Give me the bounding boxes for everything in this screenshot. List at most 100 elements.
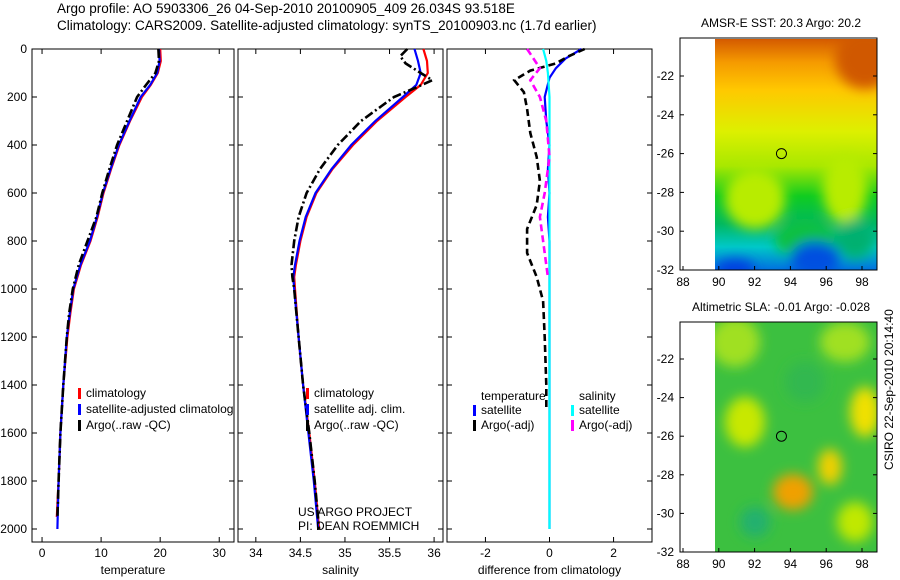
legend-label: climatology [86, 386, 146, 400]
legend-swatch [571, 405, 574, 416]
legend-label: Argo(..raw -QC) [314, 418, 399, 432]
x-tick-label: 34.5 [289, 546, 313, 560]
map-x-tick-label: 92 [748, 275, 762, 289]
panel-frame [31, 48, 235, 543]
legend-label: satellite-adjusted climatolog [86, 402, 233, 416]
x-tick-label: 34 [249, 546, 263, 560]
legend-swatch [306, 388, 309, 399]
x-tick-label: 0 [546, 546, 553, 560]
map-y-tick-label: -28 [657, 468, 675, 482]
y-tick-label: 1600 [0, 426, 27, 440]
series-line-satellite-adjusted-climatology [56, 48, 161, 530]
map-x-tick-label: 94 [784, 275, 798, 289]
map-x-tick-label: 88 [676, 275, 690, 289]
legend-swatch [78, 404, 81, 415]
series-line-argo-raw-qc- [56, 48, 161, 518]
x-tick-label: -2 [480, 546, 491, 560]
map-x-tick-label: 96 [820, 557, 834, 571]
sla-map-title: Altimetric SLA: -0.01 Argo: -0.028 [692, 300, 870, 314]
sst-heatmap [715, 39, 877, 270]
map-x-tick-label: 94 [784, 557, 798, 571]
legend-label: satellite adj. clim. [314, 402, 405, 416]
series-line-argo-raw-qc- [290, 48, 436, 530]
sst-map: AMSR-E SST: 20.3 Argo: 20.2 [679, 16, 878, 271]
map-y-tick-label: -22 [657, 352, 675, 366]
x-axis-label: difference from climatology [478, 563, 621, 577]
legend-swatch [473, 420, 476, 431]
y-tick-label: 1000 [0, 282, 27, 296]
y-tick-label: 2000 [0, 522, 27, 536]
series-line-satellite-adj-clim- [292, 48, 422, 530]
sla-map-frame [679, 321, 878, 553]
series-line-climatology [55, 48, 162, 518]
map-y-tick-label: -28 [657, 185, 675, 199]
x-tick-label: 35 [338, 546, 352, 560]
map-y-tick-label: -26 [657, 429, 675, 443]
map-y-tick-label: -30 [657, 506, 675, 520]
sla-heatmap [715, 322, 877, 552]
y-tick-label: 600 [7, 186, 27, 200]
figure-title-line1: Argo profile: AO 5903306_26 04-Sep-2010 … [57, 1, 515, 16]
legend-swatch [306, 404, 309, 415]
y-tick-label: 0 [20, 42, 27, 56]
legend-swatch [78, 420, 81, 431]
legend-swatch [78, 388, 81, 399]
profile-panel-3: -2 0 2 difference from climatology temperatu… [446, 47, 653, 577]
map-y-tick-label: -32 [657, 263, 675, 277]
x-tick-label: 0 [39, 546, 46, 560]
legend-swatch [306, 420, 309, 431]
y-tick-label: 1400 [0, 378, 27, 392]
legend-group-title: temperature [481, 389, 546, 403]
argo-location-marker [775, 148, 787, 160]
map-y-tick-label: -26 [657, 147, 675, 161]
x-axis-label: temperature [101, 563, 166, 577]
legend-label: satellite [481, 403, 522, 417]
map-x-tick-label: 98 [855, 557, 869, 571]
profile-panel-2: 34 34.5 35 35.5 36 salinity climatology satelli… [237, 48, 444, 577]
legend-group-title: salinity [579, 389, 616, 403]
series-line-climatology [293, 48, 429, 530]
map-x-tick-label: 92 [748, 557, 762, 571]
map-x-tick-label: 96 [820, 275, 834, 289]
sla-map: Altimetric SLA: -0.01 Argo: -0.028 [679, 300, 878, 553]
sst-map-title: AMSR-E SST: 20.3 Argo: 20.2 [701, 16, 861, 30]
map-x-tick-label: 90 [712, 275, 726, 289]
map-x-tick-label: 90 [712, 557, 726, 571]
legend-label: climatology [314, 386, 374, 400]
x-tick-label: 35.5 [378, 546, 402, 560]
map-y-tick-label: -32 [657, 545, 675, 559]
y-tick-label: 1200 [0, 330, 27, 344]
argo-location-marker [775, 430, 787, 442]
panel-frame [237, 48, 444, 543]
legend-label: satellite [579, 403, 620, 417]
series-line-salinity-argo-adj- [526, 48, 551, 278]
legend-swatch [473, 405, 476, 416]
map-x-tick-label: 88 [676, 557, 690, 571]
map-y-tick-label: -24 [657, 391, 675, 405]
map-y-tick-label: -24 [657, 108, 675, 122]
y-tick-label: 800 [7, 234, 27, 248]
map-y-tick-label: -30 [657, 224, 675, 238]
x-tick-label: 2 [610, 546, 617, 560]
project-annotation: US ARGO PROJECT [298, 505, 413, 519]
x-tick-label: 30 [213, 546, 227, 560]
figure-title-line2: Climatology: CARS2009. Satellite-adjuste… [57, 18, 597, 33]
map-y-tick-label: -22 [657, 69, 675, 83]
legend-label: Argo(-adj) [579, 418, 632, 432]
map-x-tick-label: 98 [855, 275, 869, 289]
x-tick-label: 10 [94, 546, 108, 560]
x-tick-label: 36 [427, 546, 441, 560]
legend-label: Argo(..raw -QC) [86, 418, 171, 432]
series-line-salinity-satellite [542, 48, 551, 529]
x-axis-label: salinity [322, 563, 359, 577]
series-line-temperature-argo-adj- [512, 47, 586, 409]
x-tick-label: 20 [153, 546, 167, 560]
legend-label: Argo(-adj) [481, 418, 534, 432]
legend-swatch [571, 420, 574, 431]
y-tick-label: 1800 [0, 474, 27, 488]
profile-panel-1: 0 10 20 30 temperature climatology satellite-a… [31, 48, 235, 577]
y-tick-label: 400 [7, 138, 27, 152]
y-tick-label: 200 [7, 90, 27, 104]
